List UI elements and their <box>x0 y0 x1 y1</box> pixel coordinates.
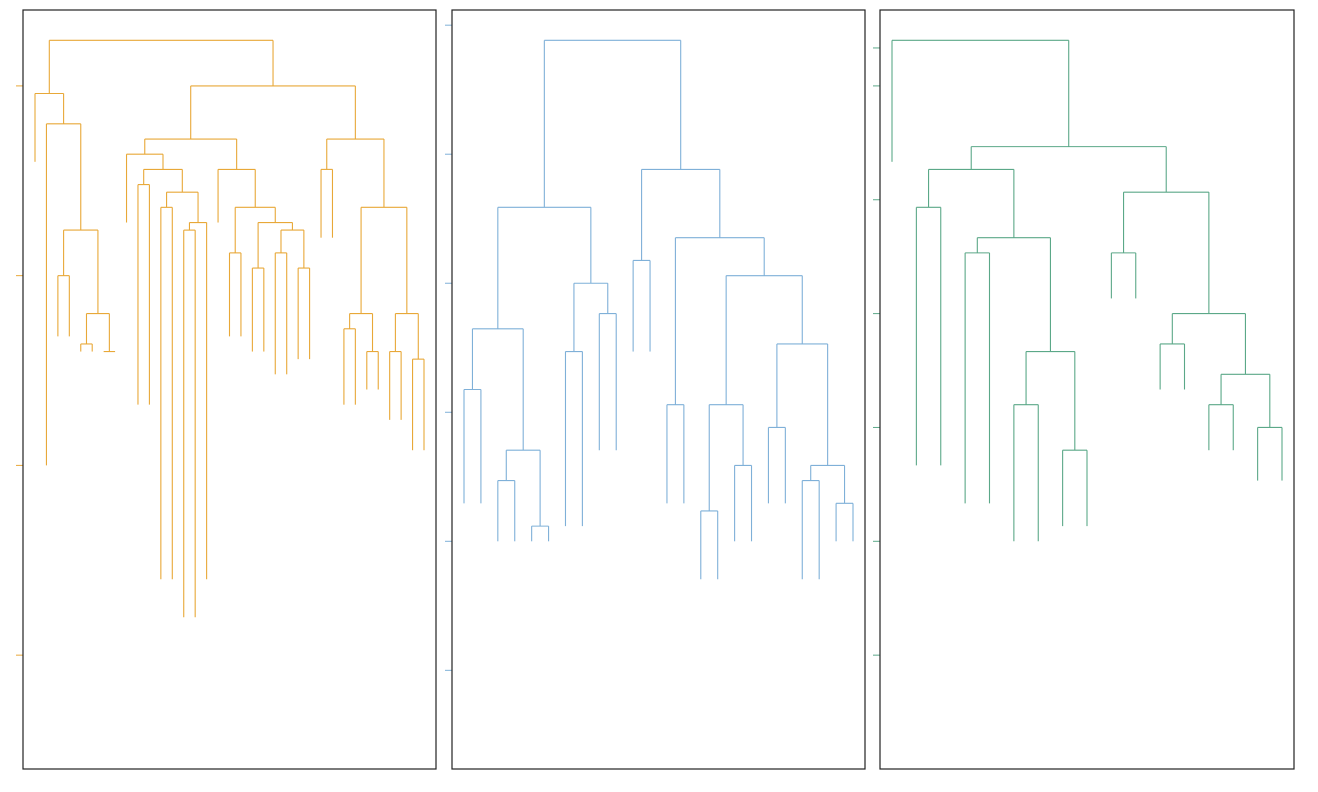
panel-frame-1 <box>22 9 437 770</box>
panel-frame-2 <box>451 9 866 770</box>
dendrogram-panel-1 <box>16 9 437 770</box>
panel-frame-3 <box>879 9 1295 770</box>
dendrogram-panel-3 <box>873 9 1295 770</box>
dendrogram-panel-2 <box>445 9 866 770</box>
